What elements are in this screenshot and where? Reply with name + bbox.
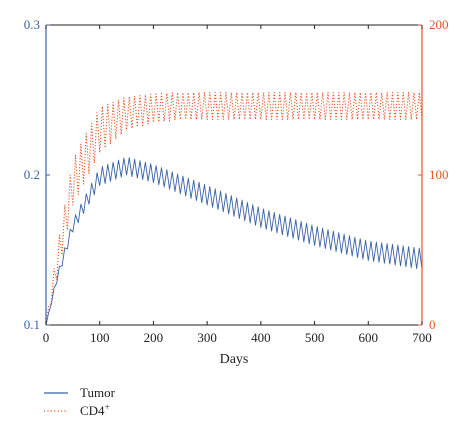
legend-label-cd4: CD4+ [80,402,110,418]
left-y-tick-label: 0.1 [24,317,40,332]
legend: Tumor CD4+ [44,385,116,418]
x-tick-label: 300 [197,330,217,345]
left-y-tick-label: 0.2 [24,167,40,182]
legend-label-cd4-text: CD4 [80,403,105,418]
right-y-tick-label: 200 [429,17,449,32]
axes-layer: 0 100 200 300 400 500 600 700 0.1 0.2 0.3 0 100 200 [24,17,449,345]
x-tick-label: 500 [305,330,325,345]
legend-label-tumor: Tumor [80,385,116,400]
legend-label-tumor-text: Tumor [80,385,116,400]
x-tick-label: 600 [359,330,379,345]
x-tick-label: 0 [43,330,50,345]
series-layer [45,91,423,326]
legend-label-cd4-superscript: + [105,402,110,412]
x-axis-title: Days [220,352,249,367]
series-line-tumor [45,157,423,326]
right-y-tick-label: 100 [429,167,449,182]
x-tick-label: 100 [90,330,110,345]
series-line-cd4 [45,91,423,326]
x-tick-label: 700 [412,330,432,345]
left-y-tick-label: 0.3 [24,17,40,32]
x-tick-label: 400 [251,330,271,345]
x-tick-label: 200 [144,330,164,345]
right-y-tick-label: 0 [429,317,436,332]
